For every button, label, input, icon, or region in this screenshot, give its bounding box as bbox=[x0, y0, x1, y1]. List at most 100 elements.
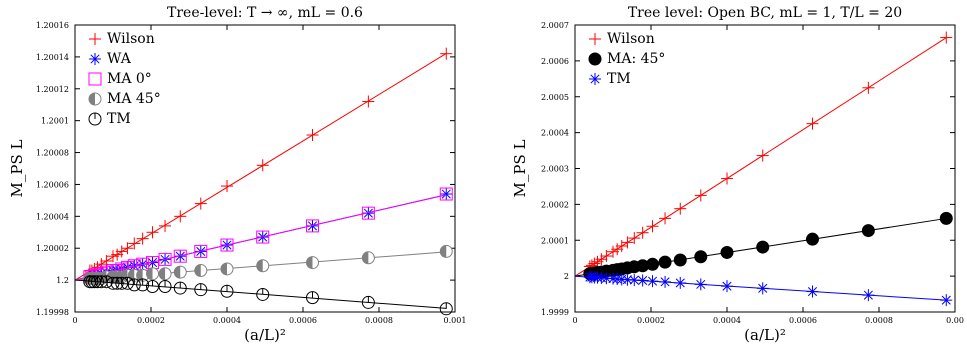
data-point-marker bbox=[439, 187, 453, 201]
data-point-marker bbox=[939, 211, 953, 225]
data-point-marker bbox=[174, 266, 181, 279]
legend-label: WA bbox=[107, 51, 132, 67]
data-point bbox=[659, 275, 672, 288]
data-point bbox=[646, 275, 659, 288]
data-point bbox=[646, 257, 660, 271]
data-point-marker bbox=[128, 269, 135, 282]
legend-entry: MA 45° bbox=[88, 91, 161, 107]
data-point bbox=[136, 232, 149, 245]
x-tick-label: 0.001 bbox=[444, 316, 467, 325]
data-point bbox=[940, 294, 953, 307]
data-point bbox=[636, 226, 649, 239]
y-tick-label: 1.20002 bbox=[36, 244, 69, 253]
legend-label: Wilson bbox=[607, 31, 655, 47]
data-point-marker bbox=[158, 252, 172, 266]
y-tick-label: 1.9999 bbox=[541, 308, 569, 317]
data-point bbox=[756, 282, 769, 295]
data-point bbox=[600, 250, 613, 263]
data-point bbox=[146, 267, 160, 281]
x-tick-label: 0.0008 bbox=[865, 316, 893, 325]
data-point bbox=[621, 236, 634, 249]
data-point bbox=[220, 284, 234, 298]
data-point bbox=[611, 243, 624, 256]
data-point bbox=[194, 244, 208, 258]
data-point bbox=[361, 251, 375, 265]
x-tick-label: 0.0006 bbox=[789, 316, 817, 325]
data-point-marker bbox=[673, 253, 687, 267]
data-point bbox=[256, 287, 270, 301]
y-tick-label: 1.2001 bbox=[41, 117, 69, 126]
data-point bbox=[862, 289, 875, 302]
legend-entry: WA bbox=[89, 51, 132, 67]
fit-line bbox=[74, 53, 447, 281]
data-point bbox=[99, 275, 113, 289]
left-chart: 0 0.0002 0.0004 0.0006 0.0008 0.001 1.19998 1.2… bbox=[8, 5, 466, 344]
data-point-marker bbox=[440, 245, 447, 258]
y-tick-label: 2.0006 bbox=[541, 57, 569, 66]
plot-frame bbox=[74, 24, 456, 313]
y-tick-label: 2.0003 bbox=[541, 165, 569, 174]
data-point-marker bbox=[256, 259, 263, 272]
data-point bbox=[439, 187, 453, 201]
data-point bbox=[306, 256, 319, 270]
data-point-marker bbox=[806, 232, 819, 246]
legend-entry: TM bbox=[88, 111, 131, 127]
data-point bbox=[127, 278, 141, 292]
data-point bbox=[158, 279, 172, 293]
legend-label: Wilson bbox=[107, 31, 155, 47]
data-point-marker bbox=[194, 244, 208, 258]
data-point-marker bbox=[646, 257, 660, 271]
data-point bbox=[158, 252, 172, 266]
data-point bbox=[173, 265, 187, 279]
x-tick-label: 0 bbox=[572, 316, 577, 325]
data-point bbox=[220, 262, 234, 276]
data-point bbox=[439, 302, 453, 316]
data-point bbox=[256, 159, 269, 172]
data-point bbox=[756, 149, 769, 162]
y-tick-label: 2.0005 bbox=[541, 93, 569, 102]
x-axis-label: (a/L)² bbox=[244, 326, 286, 344]
data-point bbox=[595, 253, 608, 266]
data-point-marker bbox=[256, 230, 270, 244]
data-point-marker bbox=[694, 250, 708, 264]
y-tick-label: 2.0007 bbox=[541, 21, 569, 30]
data-point bbox=[136, 278, 150, 292]
data-point bbox=[806, 232, 819, 246]
data-point bbox=[806, 117, 819, 130]
legend-entry: Wilson bbox=[89, 31, 155, 47]
legend-marker bbox=[88, 72, 102, 86]
y-axis-label: M_PS L bbox=[511, 139, 529, 197]
data-point bbox=[111, 248, 124, 261]
data-point bbox=[100, 254, 113, 267]
data-point bbox=[940, 31, 953, 44]
data-point bbox=[694, 189, 707, 202]
data-point bbox=[646, 220, 659, 233]
data-point bbox=[136, 268, 150, 282]
data-point bbox=[173, 249, 187, 263]
legend-marker bbox=[89, 93, 95, 105]
data-point bbox=[694, 278, 707, 291]
y-tick-label: 1.2 bbox=[56, 276, 69, 285]
y-tick-label: 2 bbox=[564, 272, 569, 281]
x-tick-label: 0.0002 bbox=[637, 316, 665, 325]
data-point bbox=[221, 180, 233, 193]
y-tick-label: 1.20006 bbox=[36, 180, 69, 189]
data-point bbox=[658, 255, 672, 269]
series-ma-45- bbox=[574, 211, 953, 281]
data-point bbox=[440, 188, 453, 201]
data-point bbox=[158, 267, 172, 281]
right-chart: 0 0.0002 0.0004 0.0006 0.0008 0.00 1.9999 2 2.00… bbox=[511, 5, 964, 344]
data-point bbox=[128, 237, 141, 250]
legend-entry: MA: 45° bbox=[588, 51, 665, 67]
data-point-marker bbox=[146, 267, 153, 280]
data-point bbox=[121, 242, 134, 255]
x-tick-label: 0.0002 bbox=[137, 316, 165, 325]
data-point bbox=[439, 244, 453, 258]
legend-entry: MA 0° bbox=[88, 71, 152, 87]
data-point bbox=[694, 250, 708, 264]
data-point bbox=[674, 202, 687, 215]
x-tick-label: 0.0006 bbox=[289, 316, 317, 325]
data-point-marker bbox=[658, 255, 672, 269]
y-tick-label: 1.20012 bbox=[36, 85, 69, 94]
